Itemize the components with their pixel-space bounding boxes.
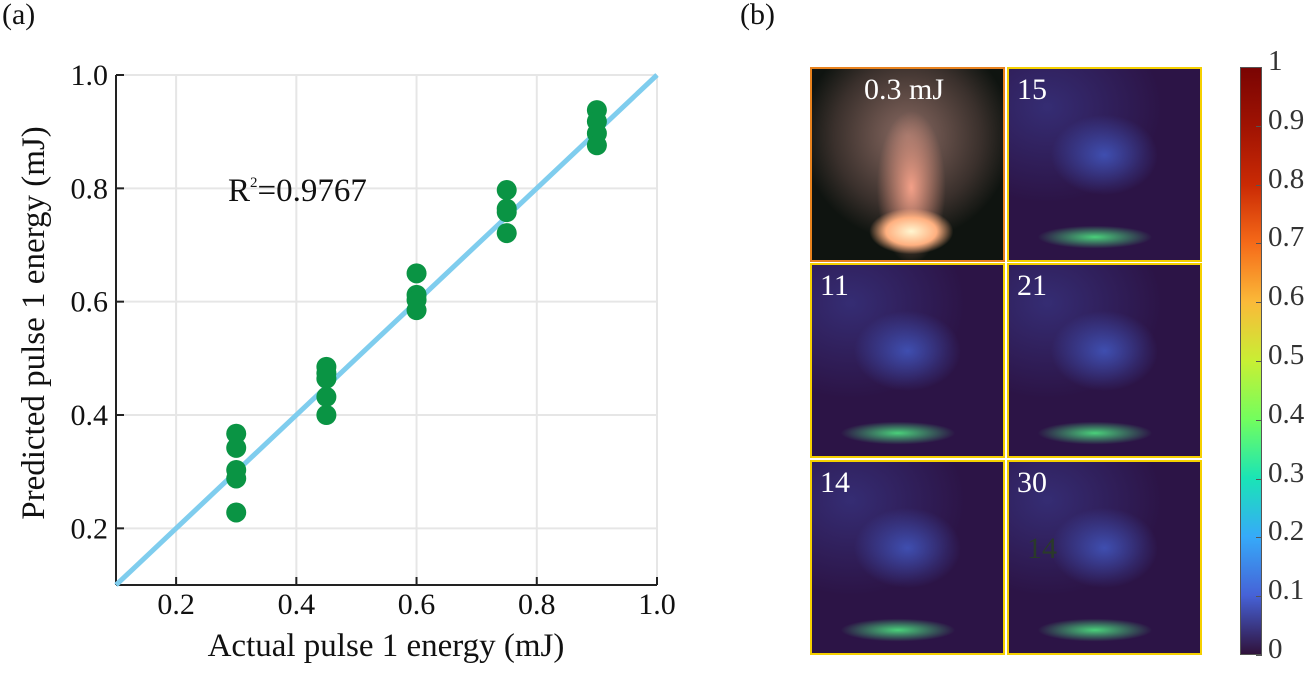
x-tick-label: 0.8 xyxy=(518,588,556,621)
colorbar-tick-label: 0.3 xyxy=(1268,456,1305,489)
colorbar-tick xyxy=(1256,478,1262,480)
colorbar-tick xyxy=(1256,302,1262,304)
colorbar-tick xyxy=(1256,184,1262,186)
colorbar-tick-label: 0.6 xyxy=(1268,280,1305,313)
data-point xyxy=(226,437,247,458)
y-axis-title: Predicted pulse 1 energy (mJ) xyxy=(16,126,52,519)
x-axis-title: Actual pulse 1 energy (mJ) xyxy=(208,628,565,664)
scatter-chart: 0.2 0.4 0.6 0.8 1.0 0.2 0.4 0.6 0.8 1.0 R2=0.9767… xyxy=(16,59,676,664)
y-tick-label: 0.6 xyxy=(71,286,109,319)
data-point xyxy=(406,300,427,321)
panel-label: 30 xyxy=(1017,466,1047,499)
x-tick-label: 0.2 xyxy=(157,588,195,621)
colorbar-tick xyxy=(1256,125,1262,127)
colorbar-tick-label: 0 xyxy=(1268,633,1283,665)
colorbar-tick xyxy=(1256,596,1262,598)
colorbar-tick-label: 0.2 xyxy=(1268,515,1305,548)
y-tick-label: 0.4 xyxy=(71,399,109,432)
colorbar-tick xyxy=(1256,67,1262,68)
x-tick-label: 0.6 xyxy=(398,588,436,621)
y-tick-label: 0.8 xyxy=(71,172,109,205)
panel-label: 21 xyxy=(1017,269,1047,302)
colorbar-tick xyxy=(1256,361,1262,362)
fit-line xyxy=(114,73,659,587)
panel-label: 15 xyxy=(1017,73,1047,106)
colorbar-tick-label: 0.9 xyxy=(1268,103,1305,136)
colorbar-tick xyxy=(1256,537,1262,539)
panel-label: 14 xyxy=(820,466,850,499)
colorbar-tick xyxy=(1256,243,1262,245)
data-point xyxy=(406,263,427,284)
panel-reconstruction: 30 14 xyxy=(1007,460,1202,655)
colorbar-tick-label: 0.4 xyxy=(1268,397,1305,430)
data-points xyxy=(226,100,607,523)
data-point xyxy=(226,502,247,523)
colorbar-tick-label: 0.8 xyxy=(1268,162,1305,195)
overlay-label: 14 xyxy=(1027,532,1057,565)
data-point xyxy=(496,223,517,244)
panel-reconstruction: 21 xyxy=(1007,263,1202,458)
colorbar-tick-label: 0.5 xyxy=(1268,339,1305,371)
r-squared-annotation: R2=0.9767 xyxy=(228,173,367,209)
y-tick-label: 0.2 xyxy=(71,512,109,545)
colorbar-tick xyxy=(1256,655,1262,656)
panel-label-a: (a) xyxy=(2,0,36,31)
tick-labels: 0.2 0.4 0.6 0.8 1.0 0.2 0.4 0.6 0.8 1.0 xyxy=(71,59,676,621)
panel-reconstruction: 15 xyxy=(1007,67,1202,262)
data-point xyxy=(226,423,247,444)
x-tick-label: 1.0 xyxy=(638,588,676,621)
panel-reconstruction: 11 xyxy=(810,263,1005,458)
data-point xyxy=(316,386,337,407)
data-point xyxy=(496,202,517,223)
data-point xyxy=(316,405,337,425)
axes xyxy=(115,74,658,586)
y-tick-label: 1.0 xyxy=(71,59,109,92)
colorbar-tick-label: 0.7 xyxy=(1268,221,1305,254)
data-point xyxy=(316,368,337,389)
data-point xyxy=(586,135,607,156)
x-tick-label: 0.4 xyxy=(278,588,316,621)
panel-label-b: (b) xyxy=(740,0,775,31)
grid xyxy=(116,74,658,585)
panel-reconstruction: 14 xyxy=(810,460,1005,655)
data-point xyxy=(496,180,517,201)
colorbar-tick xyxy=(1256,419,1262,421)
colorbar-tick-label: 1 xyxy=(1268,45,1283,77)
panel-label: 11 xyxy=(820,269,849,302)
panel-label: 0.3 mJ xyxy=(864,73,945,106)
colorbar-tick-label: 0.1 xyxy=(1268,574,1305,607)
panel-photo: 0.3 mJ xyxy=(810,67,1005,262)
data-point xyxy=(226,468,247,489)
